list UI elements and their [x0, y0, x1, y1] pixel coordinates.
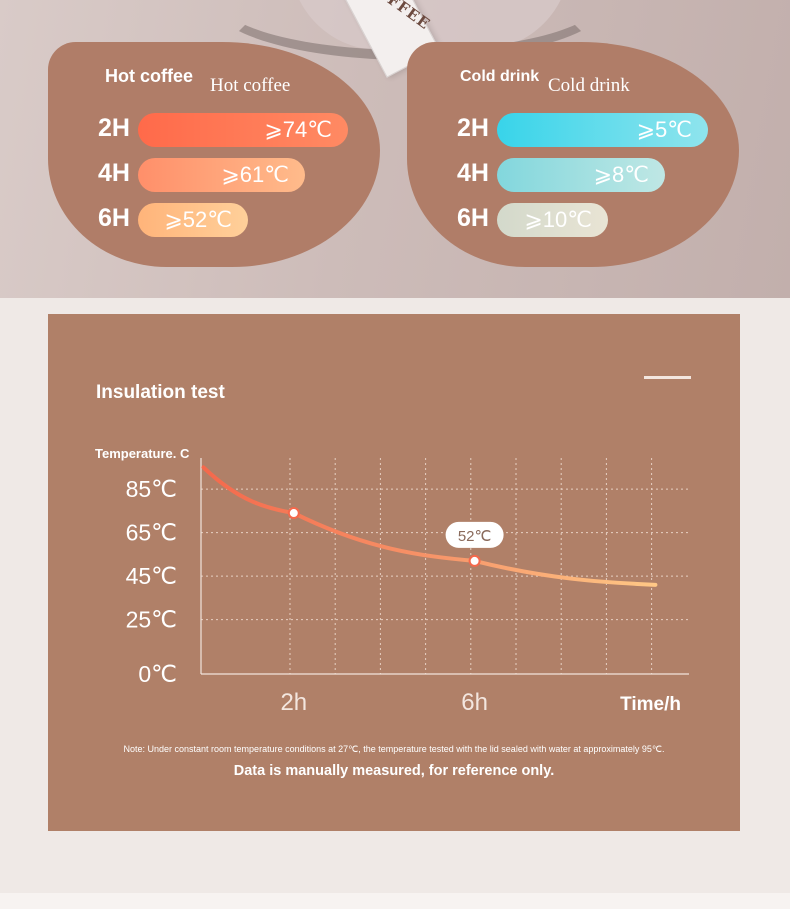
hot-row-value-pill: ⩾74℃	[138, 113, 348, 147]
data-point-marker	[287, 507, 300, 520]
insulation-chart: Temperature. C 0℃ 25℃ 45℃ 65℃ 85℃ 2h 6h Time/…	[95, 446, 689, 716]
hot-row-hour: 6H	[98, 204, 130, 232]
hot-coffee-title: Hot coffee	[105, 66, 194, 86]
hot-coffee-title-serif: Hot coffee	[210, 75, 291, 96]
cold-drink-title-serif: Cold drink	[548, 75, 630, 96]
hot-row-hour: 2H	[98, 114, 130, 142]
x-tick-label: 6h	[461, 689, 488, 716]
panel-title: Insulation test	[96, 382, 225, 403]
bottom-strip	[0, 893, 790, 909]
y-tick-label: 85℃	[126, 476, 177, 502]
cold-row-value-pill: ⩾10℃	[497, 203, 608, 237]
data-label-bubble	[445, 521, 504, 548]
cold-drink-title: Cold drink	[460, 68, 540, 85]
hot-row-hour: 4H	[98, 159, 130, 187]
decorative-dash	[644, 376, 691, 379]
cold-row-hour: 2H	[457, 114, 489, 142]
test-conditions-note: Note: Under constant room temperature co…	[123, 744, 665, 754]
hot-row-value-pill: ⩾52℃	[138, 203, 248, 237]
x-tick-labels: 2h 6h	[280, 689, 488, 716]
x-axis-label: Time/h	[620, 694, 681, 715]
y-tick-labels: 0℃ 25℃ 45℃ 65℃ 85℃	[126, 476, 177, 687]
cold-row-value-pill: ⩾5℃	[497, 113, 708, 147]
curve-markers: 52℃	[287, 507, 504, 567]
chart-grid	[201, 458, 689, 674]
temperature-curve	[201, 465, 658, 587]
reference-disclaimer: Data is manually measured, for reference…	[233, 763, 555, 779]
y-tick-label: 25℃	[126, 607, 177, 633]
y-tick-label: 0℃	[138, 661, 177, 687]
data-label: 52℃	[458, 528, 492, 545]
cold-row-hour: 6H	[457, 204, 489, 232]
insulation-test-panel: Insulation test Temperature. C 0℃ 25℃ 45℃ 6…	[48, 314, 740, 831]
cold-row-value-pill: ⩾8℃	[497, 158, 665, 192]
cold-drink-card: Cold drink Cold drink 2H ⩾5℃ 4H ⩾8℃ 6H ⩾…	[407, 42, 739, 267]
data-point-marker	[468, 554, 481, 567]
x-tick-label: 2h	[280, 689, 307, 716]
y-tick-label: 45℃	[126, 563, 177, 589]
y-axis-label: Temperature. C	[95, 446, 190, 461]
hot-coffee-card: Hot coffee Hot coffee 2H ⩾74℃ 4H ⩾61℃ 6H…	[48, 42, 380, 267]
hot-row-value-pill: ⩾61℃	[138, 158, 305, 192]
cold-row-hour: 4H	[457, 159, 489, 187]
y-tick-label: 65℃	[126, 520, 177, 546]
product-photo-band: COFFEE Hot coffee Hot coffee 2H ⩾74℃ 4H …	[0, 0, 790, 298]
